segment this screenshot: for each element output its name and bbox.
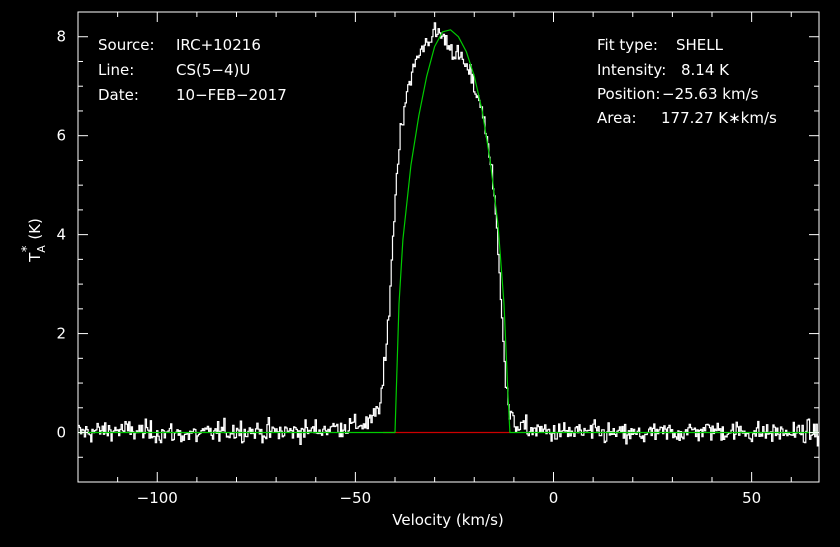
y-tick-label: 8 bbox=[56, 28, 66, 46]
ticks bbox=[77, 11, 819, 483]
tick-labels: −100 −50 0 50 0 2 4 6 8 bbox=[56, 28, 761, 507]
source-value: IRC+10216 bbox=[176, 36, 261, 54]
x-tick-label: −50 bbox=[340, 489, 372, 507]
line-value: CS(5−4)U bbox=[176, 61, 250, 79]
position-label: Position: bbox=[597, 85, 660, 103]
y-tick-label: 4 bbox=[56, 226, 66, 244]
header-right: Fit type: SHELL Intensity: 8.14 K Positi… bbox=[597, 36, 777, 127]
y-axis-title-unit: (K) bbox=[26, 218, 44, 240]
x-tick-label: −100 bbox=[137, 489, 178, 507]
axes-frame bbox=[77, 11, 820, 483]
y-tick-label: 6 bbox=[56, 127, 66, 145]
y-axis-title-main: T bbox=[26, 252, 44, 263]
svg-text:TA*(K): TA* (K) bbox=[20, 218, 48, 263]
source-label: Source: bbox=[98, 36, 155, 54]
x-axis-title: Velocity (km/s) bbox=[392, 511, 503, 529]
plot-series bbox=[78, 22, 820, 447]
date-label: Date: bbox=[98, 86, 139, 104]
area-label: Area: bbox=[597, 109, 637, 127]
y-tick-label: 2 bbox=[56, 325, 66, 343]
x-tick-label: 50 bbox=[742, 489, 761, 507]
intensity-value: 8.14 K bbox=[681, 61, 730, 79]
fit-type-value: SHELL bbox=[676, 36, 724, 54]
y-axis-title-sub: A bbox=[35, 245, 48, 253]
area-value: 177.27 K∗km/s bbox=[661, 109, 777, 127]
x-tick-label: 0 bbox=[549, 489, 559, 507]
series-shell-fit bbox=[78, 29, 819, 434]
series-observed-spectrum bbox=[78, 22, 820, 447]
line-label: Line: bbox=[98, 61, 134, 79]
date-value: 10−FEB−2017 bbox=[176, 86, 287, 104]
fit-type-label: Fit type: bbox=[597, 36, 658, 54]
intensity-label: Intensity: bbox=[597, 61, 666, 79]
position-value: −25.63 km/s bbox=[662, 85, 759, 103]
y-axis-title: TA* (K) bbox=[20, 218, 48, 263]
y-axis-title-sup: * bbox=[20, 245, 35, 252]
y-tick-label: 0 bbox=[56, 424, 66, 442]
header-left: Source: IRC+10216 Line: CS(5−4)U Date: 1… bbox=[98, 36, 287, 104]
